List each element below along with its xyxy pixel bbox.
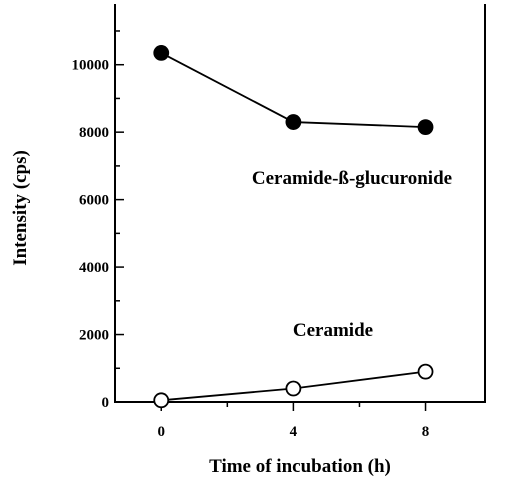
y-tick-label: 4000 bbox=[79, 260, 109, 276]
x-tick-label: 4 bbox=[290, 424, 298, 440]
data-point bbox=[417, 119, 434, 136]
y-tick-label: 0 bbox=[102, 395, 110, 411]
series-label-ceramide-glucuronide: Ceramide-ß-glucuronide bbox=[252, 168, 452, 189]
data-point bbox=[417, 363, 434, 380]
data-point bbox=[153, 392, 170, 409]
y-tick-label: 2000 bbox=[79, 328, 109, 344]
x-tick-label: 0 bbox=[158, 424, 166, 440]
series-layer bbox=[153, 45, 434, 409]
series-label-ceramide: Ceramide bbox=[293, 320, 373, 341]
y-tick-label: 8000 bbox=[79, 125, 109, 141]
data-point bbox=[285, 114, 302, 130]
plot-frame bbox=[114, 4, 486, 403]
y-tick-label: 10000 bbox=[72, 58, 110, 74]
x-tick-label: 8 bbox=[422, 424, 430, 440]
y-axis-title: Intensity (cps) bbox=[10, 150, 31, 266]
y-axis-ticks: 0 2000 4000 6000 8000 10000 bbox=[72, 30, 124, 411]
x-axis-ticks: 0 4 8 bbox=[158, 402, 430, 440]
data-point bbox=[285, 380, 302, 397]
y-tick-label: 6000 bbox=[79, 193, 109, 209]
x-axis-title: Time of incubation (h) bbox=[209, 456, 391, 477]
data-point bbox=[153, 45, 170, 61]
